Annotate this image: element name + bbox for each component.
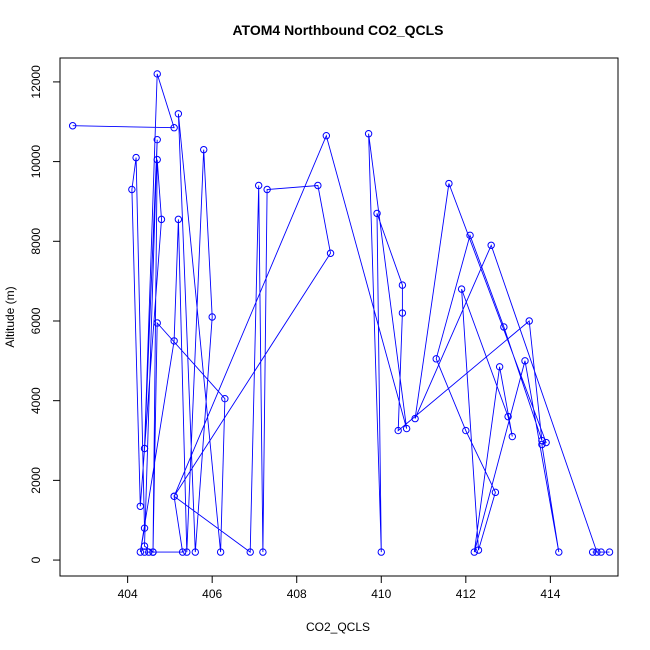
data-point [597, 548, 605, 556]
data-point [504, 412, 512, 421]
data-point [183, 548, 191, 556]
data-point [174, 215, 183, 224]
data-point [402, 424, 411, 433]
data-point [457, 285, 466, 293]
data-point [326, 249, 335, 257]
data-point [170, 337, 178, 345]
data-point [191, 548, 199, 556]
y-tick-label: 8000 [29, 228, 43, 255]
series-line [72, 73, 610, 553]
data-point [521, 357, 529, 365]
data-point [542, 438, 550, 447]
y-tick-label: 10000 [29, 145, 43, 179]
data-point [149, 548, 157, 556]
data-point [593, 548, 601, 556]
data-point [474, 546, 483, 554]
data-point [170, 124, 178, 132]
series-layer [68, 70, 614, 556]
y-tick-label: 0 [29, 556, 43, 563]
x-axis: 404 406 408 410 412 414 [118, 575, 561, 601]
data-point [364, 130, 373, 138]
data-point [508, 432, 517, 441]
x-tick-label: 414 [540, 587, 560, 601]
data-point [157, 215, 166, 224]
data-point [466, 231, 474, 240]
data-point [259, 548, 267, 556]
data-point [525, 317, 533, 325]
data-point [322, 132, 331, 140]
data-point [140, 524, 149, 532]
data-point [588, 548, 597, 556]
data-point [136, 548, 145, 556]
data-point [394, 426, 402, 435]
data-point [373, 209, 381, 218]
data-point [153, 135, 161, 144]
data-point [398, 309, 407, 317]
y-tick-label: 12000 [29, 65, 43, 99]
data-point [174, 110, 183, 118]
data-point [153, 319, 161, 327]
data-point [605, 548, 614, 556]
data-point [432, 355, 440, 363]
data-point [487, 241, 495, 249]
x-tick-label: 410 [371, 587, 391, 601]
data-point [246, 548, 254, 556]
data-point [470, 548, 478, 556]
data-point [254, 181, 263, 190]
data-point [538, 436, 546, 445]
y-axis: 0 2000 4000 6000 8000 10000 12000 [29, 65, 61, 563]
data-point [398, 281, 407, 289]
data-point [153, 70, 161, 78]
y-tick-label: 6000 [29, 307, 43, 334]
chart-title: ATOM4 Northbound CO2_QCLS [232, 22, 443, 38]
data-point [216, 548, 225, 556]
data-point [153, 155, 161, 164]
data-point [200, 145, 208, 154]
x-axis-title: CO2_QCLS [306, 620, 370, 634]
y-tick-label: 2000 [29, 467, 43, 494]
data-point [555, 548, 563, 556]
data-point [263, 185, 271, 194]
data-point [495, 363, 504, 371]
data-point [208, 313, 216, 321]
data-point [128, 185, 136, 194]
data-point [377, 548, 385, 556]
data-point [462, 426, 470, 435]
x-tick-label: 412 [456, 587, 476, 601]
data-point [500, 323, 508, 331]
data-point [132, 153, 140, 162]
data-point [538, 440, 546, 449]
data-point [145, 548, 153, 556]
data-point [140, 548, 149, 556]
data-point [445, 179, 453, 188]
data-point [136, 502, 145, 510]
y-tick-label: 4000 [29, 387, 43, 414]
data-point [221, 394, 229, 403]
y-axis-title: Altitude (m) [3, 286, 17, 347]
x-tick-label: 406 [202, 587, 222, 601]
data-point [314, 181, 322, 190]
data-point [178, 548, 187, 556]
data-point [140, 444, 149, 453]
data-point [411, 414, 419, 423]
x-tick-label: 408 [287, 587, 307, 601]
data-point [491, 488, 500, 497]
data-point [170, 492, 178, 501]
x-tick-label: 404 [118, 587, 138, 601]
data-point [68, 122, 77, 130]
